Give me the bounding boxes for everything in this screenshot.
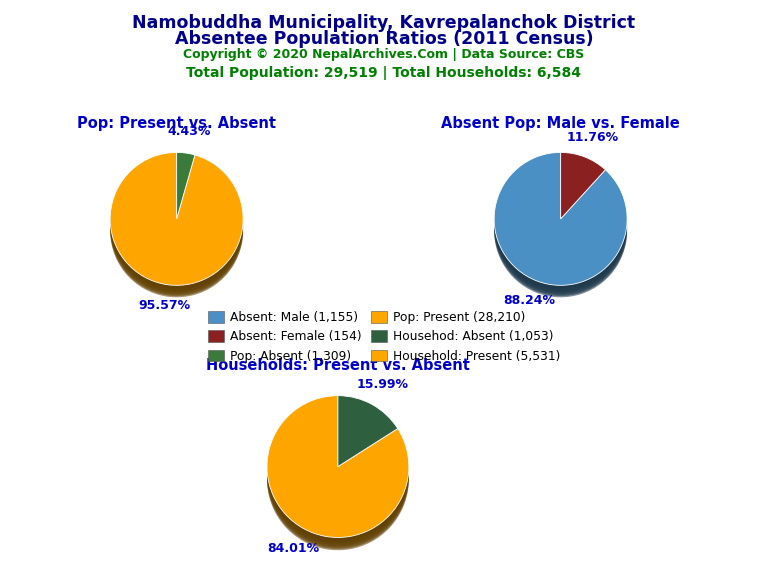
Wedge shape bbox=[494, 155, 627, 288]
Wedge shape bbox=[561, 161, 605, 228]
Wedge shape bbox=[177, 155, 195, 221]
Wedge shape bbox=[110, 157, 243, 290]
Wedge shape bbox=[338, 400, 398, 471]
Wedge shape bbox=[267, 400, 409, 541]
Wedge shape bbox=[561, 154, 605, 220]
Wedge shape bbox=[267, 406, 409, 548]
Wedge shape bbox=[267, 404, 409, 547]
Wedge shape bbox=[561, 158, 605, 225]
Wedge shape bbox=[338, 404, 398, 476]
Wedge shape bbox=[110, 161, 243, 294]
Wedge shape bbox=[561, 160, 605, 226]
Wedge shape bbox=[110, 162, 243, 295]
Wedge shape bbox=[110, 160, 243, 293]
Wedge shape bbox=[338, 408, 398, 479]
Wedge shape bbox=[494, 162, 627, 295]
Wedge shape bbox=[267, 402, 409, 544]
Text: Total Population: 29,519 | Total Households: 6,584: Total Population: 29,519 | Total Househo… bbox=[187, 66, 581, 80]
Wedge shape bbox=[561, 162, 605, 229]
Wedge shape bbox=[338, 407, 398, 478]
Wedge shape bbox=[561, 156, 605, 222]
Wedge shape bbox=[494, 164, 627, 297]
Wedge shape bbox=[338, 401, 398, 472]
Wedge shape bbox=[338, 396, 398, 467]
Title: Households: Present vs. Absent: Households: Present vs. Absent bbox=[206, 358, 470, 373]
Wedge shape bbox=[494, 160, 627, 293]
Wedge shape bbox=[494, 156, 627, 289]
Text: 4.43%: 4.43% bbox=[167, 126, 210, 138]
Wedge shape bbox=[267, 401, 409, 543]
Wedge shape bbox=[177, 158, 195, 225]
Wedge shape bbox=[177, 156, 195, 222]
Wedge shape bbox=[338, 406, 398, 477]
Wedge shape bbox=[494, 158, 627, 291]
Text: 84.01%: 84.01% bbox=[266, 542, 319, 555]
Wedge shape bbox=[267, 403, 409, 545]
Wedge shape bbox=[267, 398, 409, 540]
Wedge shape bbox=[267, 408, 409, 550]
Wedge shape bbox=[561, 153, 605, 219]
Text: 88.24%: 88.24% bbox=[503, 294, 555, 307]
Wedge shape bbox=[110, 158, 243, 291]
Text: 95.57%: 95.57% bbox=[138, 300, 190, 312]
Wedge shape bbox=[338, 402, 398, 473]
Wedge shape bbox=[177, 153, 195, 219]
Text: Absentee Population Ratios (2011 Census): Absentee Population Ratios (2011 Census) bbox=[174, 30, 594, 48]
Wedge shape bbox=[338, 403, 398, 474]
Wedge shape bbox=[494, 163, 627, 296]
Wedge shape bbox=[267, 397, 409, 539]
Wedge shape bbox=[494, 157, 627, 290]
Wedge shape bbox=[494, 161, 627, 294]
Wedge shape bbox=[338, 397, 398, 468]
Wedge shape bbox=[110, 153, 243, 285]
Wedge shape bbox=[177, 154, 195, 220]
Text: Namobuddha Municipality, Kavrepalanchok District: Namobuddha Municipality, Kavrepalanchok … bbox=[132, 14, 636, 32]
Wedge shape bbox=[177, 161, 195, 228]
Wedge shape bbox=[267, 396, 409, 537]
Wedge shape bbox=[561, 163, 605, 230]
Wedge shape bbox=[177, 164, 195, 231]
Wedge shape bbox=[177, 157, 195, 223]
Wedge shape bbox=[110, 163, 243, 296]
Wedge shape bbox=[177, 163, 195, 230]
Wedge shape bbox=[338, 398, 398, 469]
Title: Absent Pop: Male vs. Female: Absent Pop: Male vs. Female bbox=[442, 116, 680, 131]
Text: 11.76%: 11.76% bbox=[566, 131, 618, 143]
Wedge shape bbox=[110, 164, 243, 297]
Wedge shape bbox=[177, 160, 195, 226]
Wedge shape bbox=[494, 153, 627, 285]
Wedge shape bbox=[494, 154, 627, 286]
Wedge shape bbox=[561, 155, 605, 221]
Wedge shape bbox=[177, 162, 195, 229]
Title: Pop: Present vs. Absent: Pop: Present vs. Absent bbox=[77, 116, 276, 131]
Wedge shape bbox=[110, 155, 243, 288]
Wedge shape bbox=[561, 164, 605, 231]
Text: 15.99%: 15.99% bbox=[357, 378, 409, 391]
Wedge shape bbox=[267, 407, 409, 549]
Legend: Absent: Male (1,155), Absent: Female (154), Pop: Absent (1,309), Pop: Present (2: Absent: Male (1,155), Absent: Female (15… bbox=[207, 311, 561, 363]
Wedge shape bbox=[561, 157, 605, 223]
Wedge shape bbox=[110, 156, 243, 289]
Text: Copyright © 2020 NepalArchives.Com | Data Source: CBS: Copyright © 2020 NepalArchives.Com | Dat… bbox=[184, 48, 584, 62]
Wedge shape bbox=[110, 154, 243, 286]
